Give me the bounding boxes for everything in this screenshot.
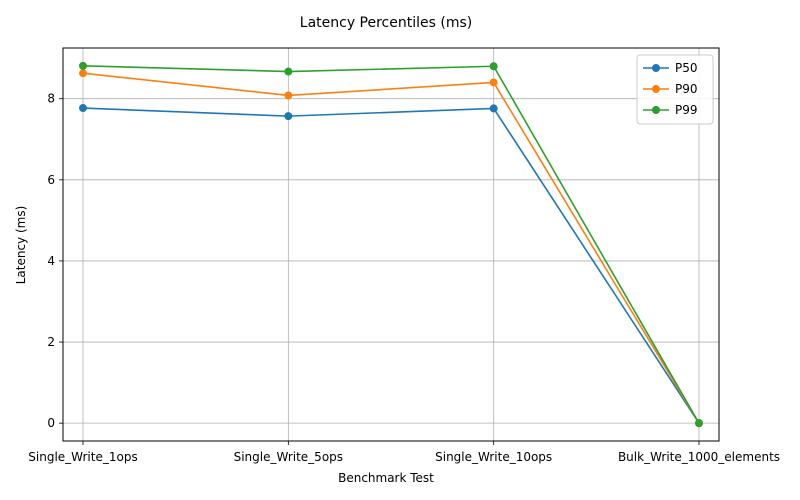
x-tick-label: Single_Write_1ops	[28, 450, 137, 464]
data-point-p90	[284, 91, 293, 100]
data-point-p99	[284, 67, 293, 76]
x-tick-label: Single_Write_10ops	[435, 450, 552, 464]
x-axis-label: Benchmark Test	[338, 471, 434, 485]
legend-label-p99: P99	[675, 103, 698, 117]
series-line-p50	[82, 107, 700, 424]
legend-marker-p50	[652, 64, 660, 72]
y-tick-label: 2	[47, 335, 55, 349]
x-tick-label: Single_Write_5ops	[234, 450, 343, 464]
series-line-p99	[82, 65, 700, 424]
plot-area-frame	[62, 47, 720, 442]
y-axis-label: Latency (ms)	[14, 206, 28, 285]
data-point-p99	[79, 61, 87, 70]
grid-lines	[63, 48, 719, 441]
data-point-p90	[79, 69, 87, 78]
y-tick-label: 0	[47, 416, 55, 430]
chart-title: Latency Percentiles (ms)	[300, 15, 472, 31]
y-tick-label: 8	[47, 92, 55, 106]
data-point-p99	[489, 62, 498, 71]
data-point-p50	[79, 104, 87, 113]
legend-label-p50: P50	[675, 61, 698, 75]
y-tick-label: 4	[47, 254, 55, 268]
legend-marker-p90	[652, 85, 660, 93]
data-point-p90	[489, 78, 498, 87]
series-line-p90	[82, 72, 700, 424]
y-tick-label: 6	[47, 173, 55, 187]
legend: P50 P90 P99	[636, 54, 714, 125]
data-point-p50	[284, 112, 293, 121]
legend-marker-p99	[652, 106, 660, 114]
legend-label-p90: P90	[675, 82, 698, 96]
series-lines	[79, 61, 703, 428]
axis-ticks: Single_Write_1ops Single_Write_5ops Single…	[28, 92, 780, 464]
data-point-p50	[489, 104, 498, 113]
x-tick-label: Bulk_Write_1000_elements	[618, 450, 780, 464]
data-point-p99	[695, 419, 703, 428]
